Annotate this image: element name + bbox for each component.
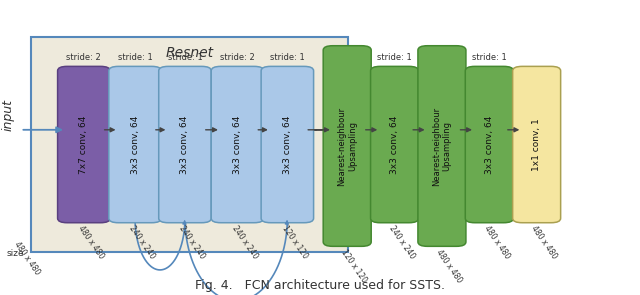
FancyBboxPatch shape [261, 66, 314, 223]
Text: 480 x 480: 480 x 480 [76, 224, 106, 261]
FancyBboxPatch shape [371, 66, 419, 223]
Text: Resnet: Resnet [165, 46, 214, 60]
Text: 240 x 240: 240 x 240 [230, 224, 259, 261]
FancyBboxPatch shape [31, 37, 348, 252]
Text: 1x1 conv, 1: 1x1 conv, 1 [532, 118, 541, 171]
Text: Fig. 4.   FCN architecture used for SSTS.: Fig. 4. FCN architecture used for SSTS. [195, 279, 445, 292]
FancyBboxPatch shape [109, 66, 161, 223]
FancyBboxPatch shape [418, 46, 466, 246]
Text: 7x7 conv, 64: 7x7 conv, 64 [79, 115, 88, 174]
FancyBboxPatch shape [58, 66, 110, 223]
FancyBboxPatch shape [513, 66, 561, 223]
Text: stride: 1: stride: 1 [168, 53, 202, 62]
Text: 480 x 480: 480 x 480 [12, 240, 42, 276]
Text: 120 x 120: 120 x 120 [340, 248, 369, 284]
Text: 480 x 480: 480 x 480 [435, 248, 464, 284]
Text: size: size [6, 249, 24, 258]
FancyBboxPatch shape [323, 46, 371, 246]
Text: 3x3 conv, 64: 3x3 conv, 64 [233, 115, 242, 174]
FancyBboxPatch shape [465, 66, 513, 223]
Text: stride: 1: stride: 1 [118, 53, 152, 62]
Text: 240 x 240: 240 x 240 [177, 224, 207, 261]
Text: 240 x 240: 240 x 240 [127, 224, 157, 261]
Text: 480 x 480: 480 x 480 [482, 224, 511, 261]
FancyBboxPatch shape [211, 66, 264, 223]
Text: 480 x 480: 480 x 480 [529, 224, 559, 261]
Text: input: input [1, 99, 14, 131]
Text: 3x3 conv, 64: 3x3 conv, 64 [484, 115, 494, 174]
FancyBboxPatch shape [159, 66, 211, 223]
Text: 120 x 120: 120 x 120 [280, 224, 309, 260]
Text: 240 x 240: 240 x 240 [387, 224, 417, 261]
Text: stride: 2: stride: 2 [220, 53, 255, 62]
Text: 3x3 conv, 64: 3x3 conv, 64 [283, 115, 292, 174]
Text: 3x3 conv, 64: 3x3 conv, 64 [131, 115, 140, 174]
Text: Nearest-neighbour
Upsampling: Nearest-neighbour Upsampling [337, 106, 357, 186]
Text: Nearest-neighbour
Upsampling: Nearest-neighbour Upsampling [432, 106, 452, 186]
Text: stride: 1: stride: 1 [377, 53, 412, 62]
Text: stride: 1: stride: 1 [270, 53, 305, 62]
Text: 3x3 conv, 64: 3x3 conv, 64 [390, 115, 399, 174]
Text: stride: 1: stride: 1 [472, 53, 507, 62]
Text: stride: 2: stride: 2 [67, 53, 101, 62]
Text: 3x3 conv, 64: 3x3 conv, 64 [180, 115, 189, 174]
